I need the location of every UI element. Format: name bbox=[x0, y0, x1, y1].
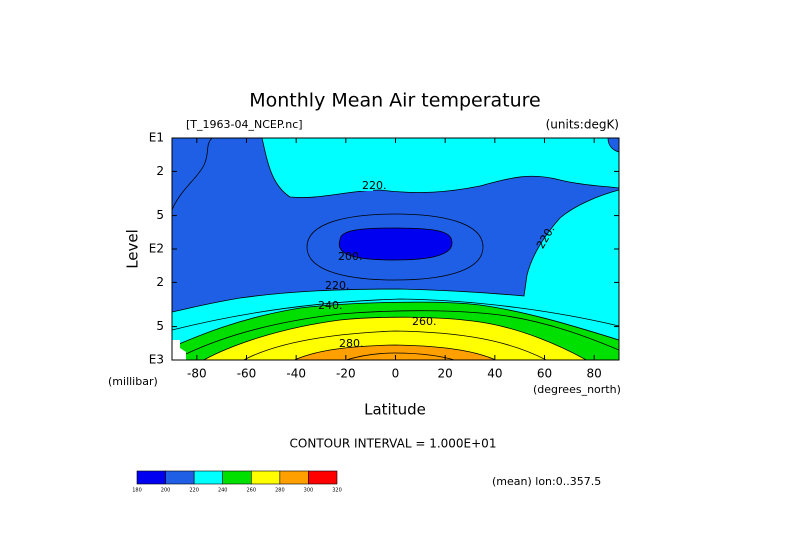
colorbar-label: 240 bbox=[218, 488, 228, 494]
contour-line bbox=[306, 213, 484, 281]
contour-line bbox=[242, 330, 547, 360]
chart-title: Monthly Mean Air temperature bbox=[249, 90, 540, 112]
x-tick-label: -40 bbox=[286, 367, 306, 381]
contour-label: 200. bbox=[338, 250, 363, 263]
colorbar-box bbox=[136, 470, 166, 485]
x-tick-label: -80 bbox=[187, 367, 207, 381]
contour-label: 220. bbox=[362, 179, 387, 192]
colorbar-box bbox=[222, 470, 252, 485]
colorbar-box bbox=[165, 470, 195, 485]
y-tick-label: E1 bbox=[149, 131, 164, 145]
colorbar-box bbox=[279, 470, 309, 485]
missing-data bbox=[172, 340, 186, 360]
colorbar-box bbox=[308, 470, 338, 485]
x-tick-label: 20 bbox=[438, 367, 453, 381]
y-axis-units: (millibar) bbox=[108, 375, 158, 388]
x-axis-label: Latitude bbox=[364, 401, 426, 419]
colorbar-box bbox=[250, 470, 281, 485]
contour-line bbox=[172, 138, 213, 211]
contour-field bbox=[172, 138, 619, 360]
contour-band bbox=[172, 138, 619, 313]
footer: (mean) lon:0..357.5 bbox=[492, 475, 601, 488]
y-tick-label: E3 bbox=[149, 353, 164, 367]
y-tick-label: 5 bbox=[156, 208, 164, 222]
y-tick-label: 2 bbox=[156, 275, 164, 289]
label-bg bbox=[339, 179, 373, 191]
colorbar-label: 280 bbox=[275, 488, 285, 494]
x-tick-label: -20 bbox=[336, 367, 356, 381]
x-tick-label: 80 bbox=[587, 367, 602, 381]
y-tick-label: 5 bbox=[156, 319, 164, 333]
colorbar-label: 180 bbox=[132, 488, 142, 494]
subtitle: [T_1963-04_NCEP.nc] bbox=[186, 118, 303, 131]
y-tick-label: 2 bbox=[156, 164, 164, 178]
colorbar-box bbox=[193, 470, 224, 485]
colorbar-label: 260 bbox=[247, 488, 257, 494]
x-axis-units: (degrees_north) bbox=[533, 383, 621, 396]
contour-label: 240. bbox=[318, 299, 343, 312]
units: (units:degK) bbox=[546, 118, 619, 132]
colorbar-label: 320 bbox=[332, 488, 342, 494]
x-tick-label: -60 bbox=[237, 367, 257, 381]
x-tick-label: 60 bbox=[537, 367, 552, 381]
contour-band bbox=[202, 316, 588, 360]
x-tick-label: 40 bbox=[487, 367, 502, 381]
colorbar-label: 220 bbox=[189, 488, 199, 494]
contour-line bbox=[185, 310, 619, 355]
colorbar-label: 200 bbox=[161, 488, 171, 494]
contour-label: 280. bbox=[339, 337, 364, 350]
x-tick-label: 0 bbox=[392, 367, 400, 381]
colorbar-label: 300 bbox=[304, 488, 314, 494]
contour-label: 220. bbox=[325, 279, 350, 292]
contour-line bbox=[172, 298, 619, 331]
contour-interval: CONTOUR INTERVAL = 1.000E+01 bbox=[290, 437, 497, 451]
contour-band bbox=[338, 227, 453, 261]
contour-band bbox=[607, 138, 619, 153]
contour-label: 260. bbox=[412, 315, 437, 328]
y-tick-label: E2 bbox=[149, 242, 164, 256]
y-axis-label: Level bbox=[124, 229, 142, 269]
